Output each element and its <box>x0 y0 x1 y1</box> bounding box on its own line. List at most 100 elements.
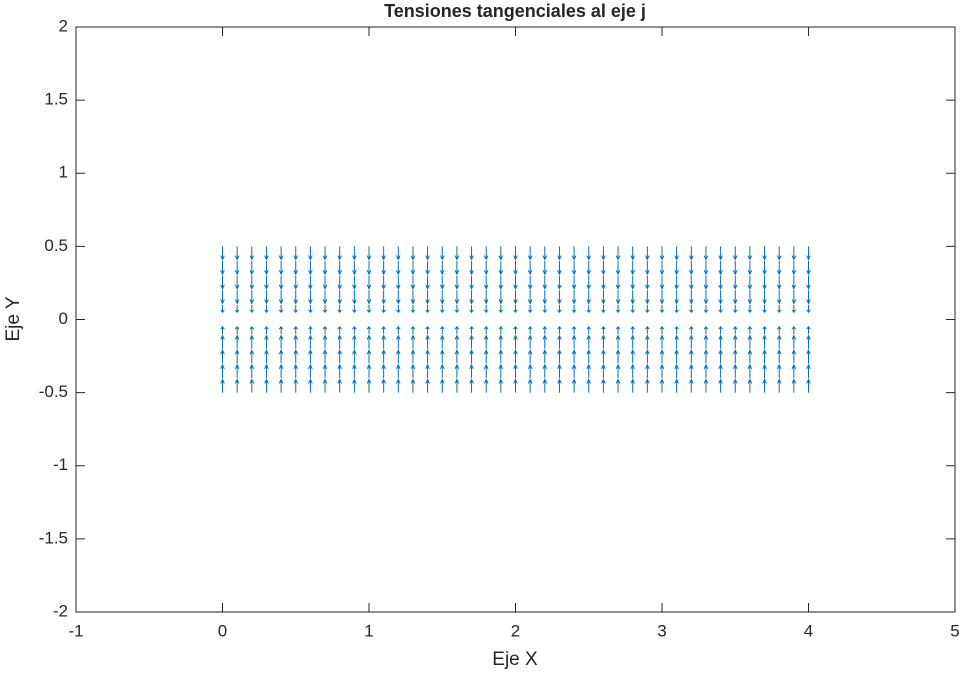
arrow <box>410 246 416 261</box>
arrow <box>718 275 723 290</box>
arrow <box>396 326 401 335</box>
arrow <box>234 326 240 335</box>
arrow <box>791 349 797 364</box>
arrow <box>615 363 621 378</box>
arrow <box>806 334 811 349</box>
arrow <box>278 290 284 305</box>
arrow <box>439 363 445 378</box>
arrow <box>469 334 474 349</box>
arrow <box>220 304 225 313</box>
x-tick-label: 4 <box>804 621 813 640</box>
y-tick-label: 2 <box>59 16 68 35</box>
arrow <box>527 304 533 313</box>
arrow <box>762 363 767 378</box>
arrow <box>439 378 445 393</box>
arrow <box>601 275 606 290</box>
arrow <box>718 326 723 335</box>
arrow <box>469 246 474 261</box>
arrow <box>732 275 738 290</box>
arrow <box>542 334 548 349</box>
arrow <box>381 261 386 276</box>
arrow <box>439 349 445 364</box>
arrow <box>703 304 709 313</box>
arrow <box>542 378 548 393</box>
arrow <box>483 275 489 290</box>
arrow <box>806 275 811 290</box>
arrow <box>557 334 562 349</box>
arrow <box>586 349 592 364</box>
arrow <box>308 304 313 313</box>
arrow <box>513 304 518 313</box>
x-tick-label: 2 <box>511 621 520 640</box>
arrow <box>747 349 753 364</box>
arrow <box>571 349 577 364</box>
arrow <box>337 246 342 261</box>
arrow <box>689 290 694 305</box>
arrow <box>806 349 811 364</box>
arrow <box>645 261 650 276</box>
arrow <box>689 275 694 290</box>
arrow <box>352 326 357 335</box>
arrow <box>542 275 548 290</box>
arrow <box>718 304 723 313</box>
x-tick-label: 0 <box>218 621 227 640</box>
arrow <box>234 290 240 305</box>
arrow <box>733 304 738 313</box>
arrow <box>410 290 416 305</box>
arrow <box>381 349 386 364</box>
arrow <box>762 275 767 290</box>
arrow <box>264 304 269 313</box>
arrow <box>718 290 723 305</box>
arrow <box>732 246 738 261</box>
arrow <box>425 261 430 276</box>
y-tick-label: -1 <box>53 455 68 474</box>
arrow <box>586 261 592 276</box>
arrow <box>352 304 357 313</box>
arrow <box>234 349 240 364</box>
arrow <box>322 334 328 349</box>
arrow <box>278 304 284 313</box>
arrow <box>615 275 621 290</box>
arrow <box>674 275 679 290</box>
arrow <box>557 246 562 261</box>
arrow <box>220 290 225 305</box>
arrow <box>381 326 386 335</box>
arrow <box>396 334 401 349</box>
arrow <box>425 304 430 313</box>
arrow <box>439 334 445 349</box>
arrow <box>381 378 386 393</box>
arrow <box>513 275 518 290</box>
arrow <box>674 290 679 305</box>
arrow <box>571 275 577 290</box>
arrow <box>454 290 460 305</box>
arrow <box>527 334 533 349</box>
arrow <box>601 334 606 349</box>
arrow <box>542 246 548 261</box>
arrow <box>571 246 577 261</box>
arrow <box>234 246 240 261</box>
arrow <box>659 334 665 349</box>
arrow <box>747 363 753 378</box>
arrow <box>645 334 650 349</box>
arrow <box>703 261 709 276</box>
arrow <box>454 246 460 261</box>
arrow <box>366 334 372 349</box>
arrow <box>366 275 372 290</box>
arrow <box>586 334 592 349</box>
arrow <box>615 246 621 261</box>
arrow <box>689 304 694 313</box>
arrow <box>278 378 284 393</box>
arrow <box>308 326 313 335</box>
y-tick-label: 1.5 <box>44 90 68 109</box>
arrow <box>659 290 665 305</box>
arrow <box>381 290 386 305</box>
arrow <box>674 363 679 378</box>
arrow <box>703 290 709 305</box>
arrow <box>396 275 401 290</box>
arrow <box>747 378 753 393</box>
arrow <box>645 326 650 335</box>
arrow <box>308 349 313 364</box>
arrow <box>645 363 650 378</box>
arrow <box>278 326 284 335</box>
